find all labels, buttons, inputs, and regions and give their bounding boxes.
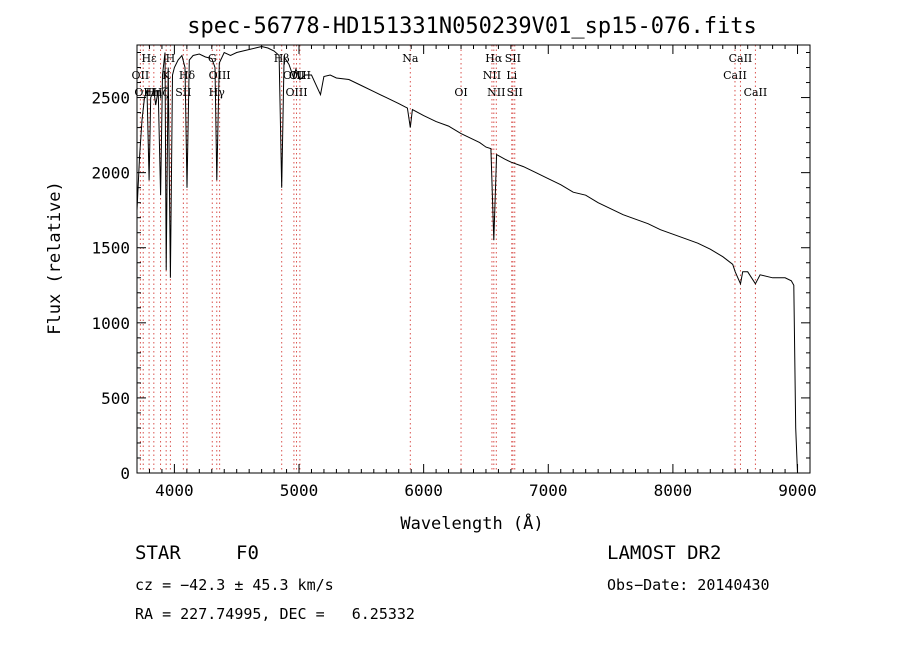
line-marker-label: CaII — [723, 69, 747, 82]
emission-line-labels: OIIOIIHεHηHζKHSIIHδGHγOIIIHβOIIIOIIIOIII… — [132, 52, 768, 99]
line-marker-label: Hε — [141, 52, 157, 65]
line-marker-label: Hα — [485, 52, 503, 65]
x-tick-label: 6000 — [404, 481, 443, 500]
line-marker-label: CaII — [744, 86, 768, 99]
line-marker-label: OIII — [285, 86, 307, 99]
line-marker-label: OIII — [209, 69, 231, 82]
coordinates: RA = 227.74995, DEC = 6.25332 — [135, 605, 415, 623]
line-marker-label: OI — [454, 86, 467, 99]
line-marker-label: Hβ — [274, 52, 290, 65]
line-marker-label: Hζ — [153, 86, 169, 99]
redshift-velocity: cz = −42.3 ± 45.3 km/s — [135, 576, 334, 594]
line-marker-label: CaII — [729, 52, 753, 65]
line-marker-label: K — [162, 69, 171, 82]
x-tick-label: 9000 — [778, 481, 817, 500]
line-marker-label: NII — [483, 69, 501, 82]
y-tick-label: 1500 — [91, 239, 130, 258]
line-marker-label: Na — [402, 52, 419, 65]
x-tick-label: 4000 — [155, 481, 194, 500]
y-tick-label: 500 — [101, 389, 130, 408]
x-tick-label: 5000 — [280, 481, 319, 500]
y-tick-label: 2000 — [91, 164, 130, 183]
x-axis-ticks: 4000 5000 6000 7000 8000 9000 — [136, 45, 817, 500]
line-marker-label: SII — [175, 86, 191, 99]
line-marker-label: Hγ — [209, 86, 226, 99]
x-axis-label: Wavelength (Å) — [400, 512, 543, 534]
object-class: STAR — [135, 542, 181, 564]
x-tick-label: 8000 — [654, 481, 693, 500]
y-axis-label: Flux (relative) — [45, 181, 65, 335]
chart-title: spec-56778-HD151331N050239V01_sp15-076.f… — [187, 14, 757, 39]
y-tick-label: 0 — [120, 464, 130, 483]
observation-date: Obs−Date: 20140430 — [607, 576, 770, 594]
y-tick-label: 2500 — [91, 89, 130, 108]
survey-name: LAMOST DR2 — [607, 542, 722, 564]
line-marker-label: OIII — [289, 69, 311, 82]
line-marker-label: OII — [132, 69, 150, 82]
x-tick-label: 7000 — [529, 481, 568, 500]
line-marker-label: NII — [487, 86, 505, 99]
line-marker-label: SII — [507, 86, 523, 99]
line-marker-label: SII — [505, 52, 521, 65]
y-axis-ticks: 0 500 1000 1500 2000 2500 — [91, 52, 810, 483]
line-marker-label: Hδ — [179, 69, 196, 82]
object-subclass: F0 — [236, 542, 259, 564]
y-tick-label: 1000 — [91, 314, 130, 333]
line-marker-label: Li — [506, 69, 517, 82]
spectrum-line — [136, 45, 798, 474]
plot-frame — [136, 44, 811, 474]
line-marker-label: OII — [134, 86, 152, 99]
emission-line-markers — [139, 45, 756, 473]
line-marker-label: H — [166, 52, 176, 65]
